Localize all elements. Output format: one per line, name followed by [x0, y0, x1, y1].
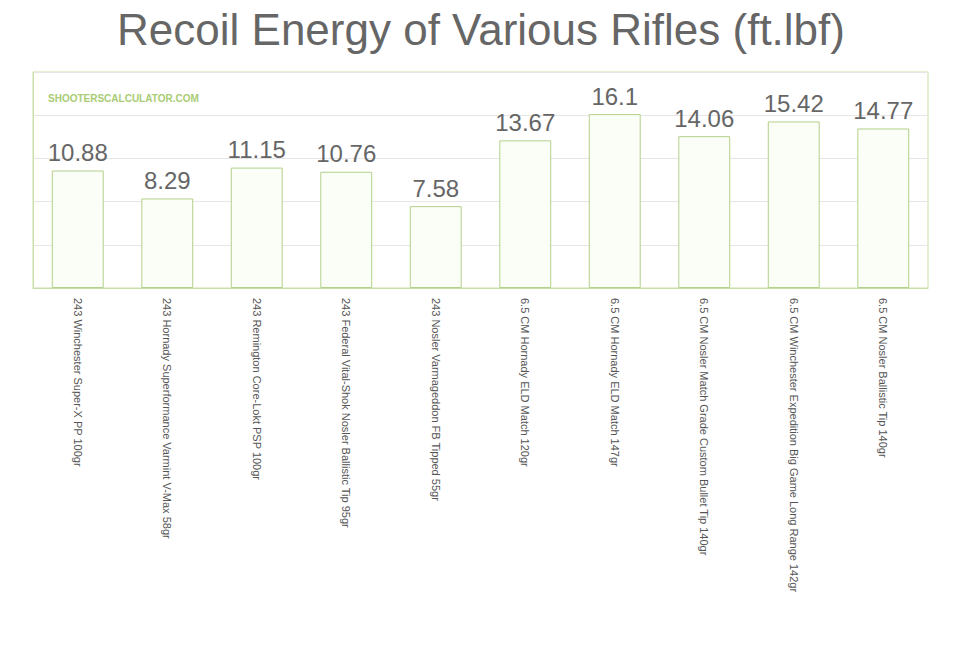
svg-text:10.76: 10.76	[316, 140, 376, 167]
svg-text:SHOOTERSCALCULATOR.COM: SHOOTERSCALCULATOR.COM	[48, 93, 199, 104]
svg-text:14.06: 14.06	[674, 105, 734, 132]
svg-text:243 Nosler Varmageddon FB Tipp: 243 Nosler Varmageddon FB Tipped 55gr	[430, 298, 442, 501]
svg-text:8.29: 8.29	[144, 167, 191, 194]
svg-text:6.5 CM Winchester Expedition B: 6.5 CM Winchester Expedition Big Game Lo…	[788, 298, 800, 592]
svg-text:11.15: 11.15	[228, 136, 286, 163]
svg-text:15.42: 15.42	[764, 90, 824, 117]
svg-text:13.67: 13.67	[495, 109, 555, 136]
svg-text:16.1: 16.1	[591, 83, 638, 110]
svg-text:243 Remington Core-Lokt PSP 10: 243 Remington Core-Lokt PSP 100gr	[251, 298, 263, 480]
svg-text:6.5 CM Hornady ELD Match 147gr: 6.5 CM Hornady ELD Match 147gr	[609, 298, 621, 467]
svg-text:14.77: 14.77	[853, 97, 913, 124]
svg-text:243 Federal Vital-Shok Nosler: 243 Federal Vital-Shok Nosler Ballistic …	[340, 298, 352, 528]
svg-text:243 Hornady Superformance Varm: 243 Hornady Superformance Varmint V-Max …	[161, 298, 173, 539]
svg-text:6.5 CM Nosler Ballistic Tip 14: 6.5 CM Nosler Ballistic Tip 140gr	[877, 298, 889, 458]
svg-text:10.88: 10.88	[48, 139, 108, 166]
svg-text:Recoil Energy of Various Rifle: Recoil Energy of Various Rifles (ft.lbf)	[117, 5, 845, 54]
svg-text:6.5 CM Nosler Match Grade Cust: 6.5 CM Nosler Match Grade Custom Bullet …	[698, 298, 710, 556]
svg-text:6.5 CM Hornady ELD Match 120gr: 6.5 CM Hornady ELD Match 120gr	[519, 298, 531, 467]
svg-text:243 Winchester Super-X PP 100g: 243 Winchester Super-X PP 100gr	[72, 298, 84, 467]
svg-text:7.58: 7.58	[412, 175, 459, 202]
